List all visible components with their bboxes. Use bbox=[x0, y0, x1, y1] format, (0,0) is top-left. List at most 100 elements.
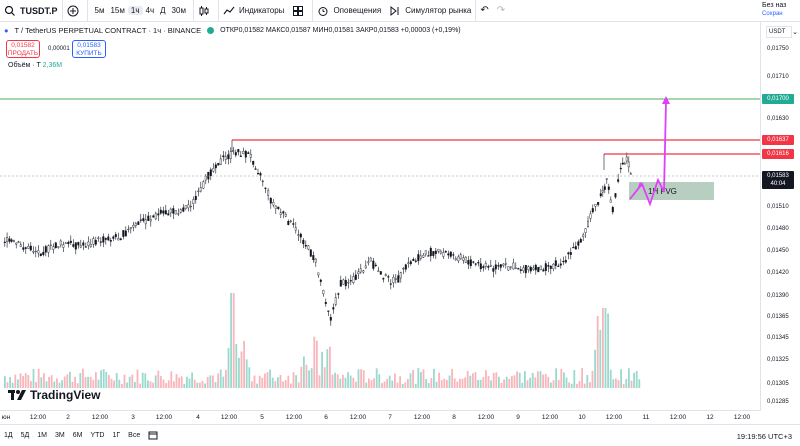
layout-button[interactable] bbox=[288, 0, 312, 22]
candle-body bbox=[212, 168, 215, 172]
price-tick-label: 0,01285 bbox=[767, 399, 789, 405]
candle-body bbox=[442, 252, 445, 257]
volume-bar bbox=[230, 293, 232, 388]
chart-type-button[interactable] bbox=[192, 0, 218, 22]
volume-bar bbox=[628, 368, 630, 388]
candle-body bbox=[337, 293, 340, 295]
volume-bar bbox=[6, 382, 9, 388]
candle-body bbox=[167, 213, 170, 216]
price-axis[interactable]: 0,017500,017100,016700,016300,015500,015… bbox=[760, 22, 800, 411]
volume-bar bbox=[27, 375, 30, 388]
range-1m[interactable]: 1М bbox=[37, 432, 48, 439]
currency-select[interactable]: USDT bbox=[766, 26, 792, 38]
range-all[interactable]: Все bbox=[128, 432, 141, 439]
candle-body bbox=[254, 168, 257, 170]
candle-body bbox=[474, 263, 477, 265]
candle-body bbox=[367, 261, 370, 264]
redo-button[interactable]: ↷ bbox=[493, 0, 509, 22]
layout-name[interactable]: Без наз Сохран bbox=[762, 0, 800, 22]
volume-bar bbox=[152, 382, 154, 388]
volume-bar bbox=[321, 351, 323, 388]
volume-bar bbox=[612, 379, 615, 388]
candle-body bbox=[197, 190, 200, 193]
candle-body bbox=[112, 236, 115, 239]
price-tick-label: 0,01750 bbox=[767, 46, 789, 52]
volume-bar bbox=[422, 369, 425, 388]
candle-body bbox=[177, 213, 180, 215]
candle-body bbox=[3, 241, 6, 244]
undo-icon: ↶ bbox=[480, 5, 489, 16]
interval-d[interactable]: Д bbox=[160, 6, 166, 15]
interval-5m[interactable]: 5м bbox=[94, 6, 105, 15]
candle-body bbox=[114, 234, 117, 238]
volume-bar bbox=[74, 376, 76, 388]
price-tick-label: 0,01510 bbox=[767, 204, 789, 210]
volume-bar bbox=[79, 373, 82, 388]
candle-body bbox=[8, 238, 11, 242]
range-5d[interactable]: 5Д bbox=[20, 432, 30, 439]
volume-bar bbox=[547, 376, 550, 388]
interval-30m[interactable]: 30м bbox=[171, 6, 186, 15]
range-1y[interactable]: 1Г bbox=[112, 432, 121, 439]
add-symbol-button[interactable] bbox=[61, 0, 87, 22]
volume-bar bbox=[622, 383, 625, 388]
range-ytd[interactable]: YTD bbox=[90, 432, 105, 439]
volume-bar bbox=[318, 375, 321, 388]
interval-4h[interactable]: 4ч bbox=[145, 6, 155, 15]
range-1d[interactable]: 1Д bbox=[4, 432, 13, 439]
candle-body bbox=[232, 150, 235, 152]
indicators-button[interactable]: Индикаторы bbox=[217, 0, 288, 22]
candle-body bbox=[184, 205, 187, 209]
candle-body bbox=[567, 252, 570, 255]
volume-bar bbox=[386, 379, 388, 388]
sell-button[interactable]: 0,01582 ПРОДАТЬ bbox=[6, 40, 40, 58]
time-axis[interactable]: юн 12:00 2 12:00 3 12:00 4 12:00 5 12:00 6 12:00 7 12… bbox=[0, 410, 760, 424]
buy-button[interactable]: 0,01583 КУПИТЬ bbox=[72, 40, 106, 58]
candle-body bbox=[164, 210, 167, 215]
range-3m[interactable]: 3М bbox=[55, 432, 65, 439]
time-tick-label: 6 bbox=[324, 414, 328, 421]
interval-15m[interactable]: 15м bbox=[110, 6, 125, 15]
volume-bar bbox=[22, 376, 24, 388]
candle-body bbox=[34, 250, 37, 253]
volume-bar bbox=[373, 378, 375, 388]
volume-bar bbox=[399, 376, 401, 388]
range-6m[interactable]: 6М bbox=[72, 432, 83, 439]
countdown-label: 40:04 bbox=[770, 181, 786, 187]
volume-bar bbox=[225, 369, 227, 388]
currency-label: USDT bbox=[769, 29, 786, 35]
time-tick-label: 9 bbox=[516, 414, 520, 421]
volume-bar bbox=[87, 376, 89, 388]
symbol-label: TUSDT.P bbox=[20, 5, 58, 16]
candle-body bbox=[449, 251, 452, 257]
alerts-button[interactable]: Оповещения bbox=[312, 0, 385, 22]
symbol-search[interactable]: TUSDT.P bbox=[0, 0, 62, 22]
candle-body bbox=[587, 220, 590, 227]
volume-bar bbox=[48, 376, 50, 388]
candle-body bbox=[317, 272, 320, 276]
time-tick-label: 5 bbox=[260, 414, 264, 421]
replay-button[interactable]: Симулятор рынка bbox=[385, 0, 475, 22]
volume-bar bbox=[170, 371, 173, 388]
candle-body bbox=[189, 205, 192, 208]
volume-bar bbox=[472, 373, 474, 388]
price-chart[interactable]: 1H FVG bbox=[0, 22, 760, 411]
volume-bar bbox=[526, 380, 529, 388]
undo-button[interactable]: ↶ bbox=[475, 0, 492, 22]
candle-body bbox=[499, 264, 502, 268]
volume-bar bbox=[563, 372, 565, 388]
candle-body bbox=[319, 279, 322, 282]
candle-body bbox=[37, 250, 40, 254]
candle-body bbox=[402, 268, 405, 270]
candle-body bbox=[462, 257, 465, 261]
candle-body bbox=[542, 269, 545, 272]
candle-body bbox=[447, 253, 450, 256]
interval-1h[interactable]: 1ч bbox=[127, 6, 143, 15]
candle-body bbox=[362, 270, 365, 273]
candle-body bbox=[607, 186, 610, 190]
volume-bar bbox=[313, 336, 316, 388]
candles-icon bbox=[199, 5, 209, 16]
candle-body bbox=[339, 279, 342, 287]
candle-body bbox=[394, 278, 397, 280]
date-range-button[interactable] bbox=[144, 430, 162, 442]
